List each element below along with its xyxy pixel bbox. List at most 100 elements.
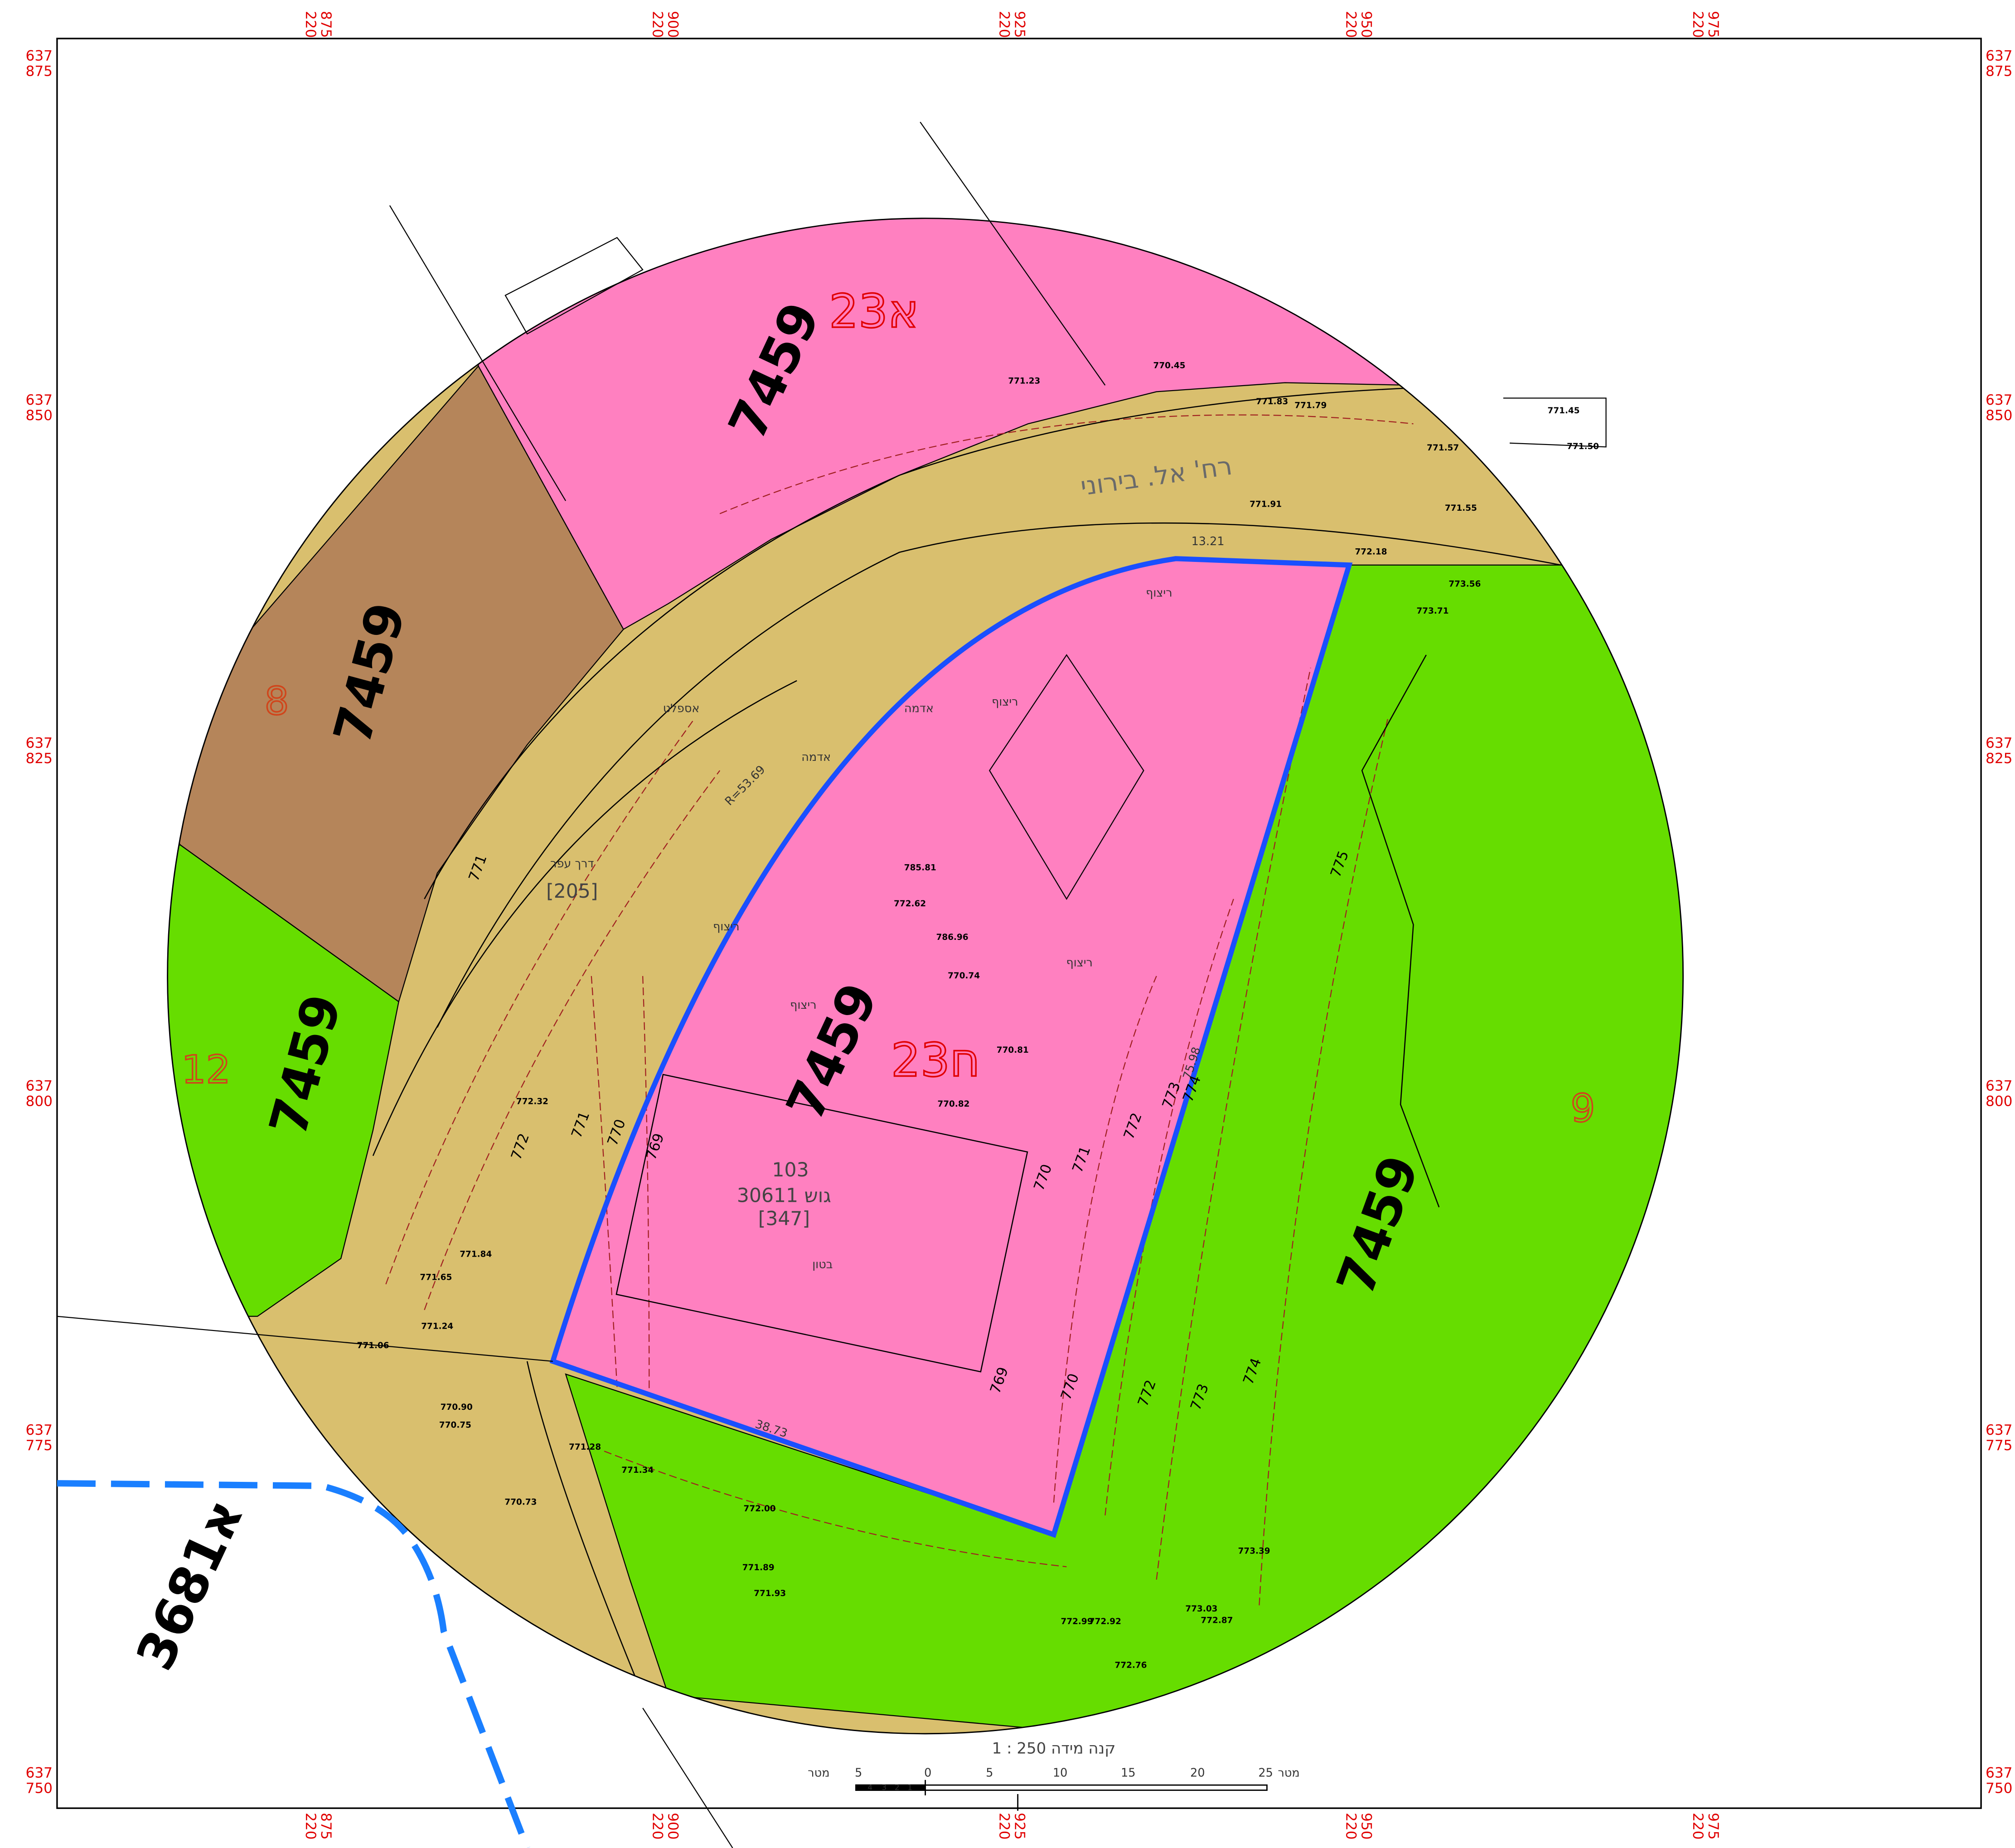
concrete-building <box>615 1074 1028 1373</box>
scale-tick: 10 <box>1053 1766 1067 1780</box>
elevation: 773.39 <box>1238 1546 1270 1556</box>
surface-label: ריצוף <box>713 920 739 934</box>
easting-value: 950 <box>1358 11 1375 38</box>
plan-boundary <box>167 218 1684 1735</box>
surface-label: ריצוף <box>790 998 816 1012</box>
elevation: 771.89 <box>742 1563 775 1572</box>
dimension: 13.21 <box>1192 535 1225 548</box>
elevation: 786.96 <box>936 933 969 942</box>
easting-prefix: 220 <box>996 1813 1012 1839</box>
surface-label: בטון <box>812 1258 833 1271</box>
easting-prefix: 220 <box>649 1813 665 1839</box>
easting-value: 975 <box>1705 11 1721 38</box>
elevation: 770.73 <box>504 1498 537 1507</box>
plan-3681-boundary <box>57 1480 530 1848</box>
surface-label: אדמה <box>904 701 934 715</box>
northing-prefix: 637 <box>1986 1422 2012 1438</box>
easting-value: 900 <box>664 11 681 38</box>
northing-value: 750 <box>1986 1780 2012 1797</box>
easting-prefix: 220 <box>1690 11 1706 38</box>
scale-tick: 0 <box>924 1766 931 1780</box>
scale-title: קנה מידה 250 : 1 <box>992 1739 1116 1757</box>
northing-prefix: 637 <box>25 1078 52 1094</box>
easting-prefix: 220 <box>1343 11 1359 38</box>
northing-value: 800 <box>25 1093 52 1109</box>
easting-prefix: 220 <box>302 1813 319 1839</box>
easting-prefix: 220 <box>1690 1813 1706 1839</box>
northing-value: 800 <box>1986 1093 2012 1109</box>
elevation: 771.06 <box>357 1341 389 1350</box>
elevation: 771.50 <box>1567 442 1599 451</box>
scale-subtick: 2 <box>895 1783 900 1792</box>
northing-value: 850 <box>1986 407 2012 424</box>
easting-value: 900 <box>664 1813 681 1839</box>
lot-103 <box>552 558 1349 1535</box>
lot-code: [347] <box>758 1208 810 1230</box>
elevation: 771.83 <box>1256 397 1288 406</box>
scale-subtick: 1 <box>907 1783 912 1792</box>
scale-tick: 5 <box>986 1766 993 1780</box>
elevation: 771.24 <box>421 1321 453 1331</box>
scale-tick: 20 <box>1190 1766 1205 1780</box>
elevation: 771.79 <box>1294 401 1327 411</box>
surface-label: אדמה <box>801 750 831 764</box>
lot-boundary <box>549 556 1353 1538</box>
elevation: 772.18 <box>1355 547 1387 557</box>
northing-prefix: 637 <box>1986 1765 2012 1781</box>
parcel-number: 9 <box>1571 1086 1595 1131</box>
lot-block: גוש 30611 <box>737 1185 831 1207</box>
northing-prefix: 637 <box>1986 48 2012 64</box>
easting-value: 950 <box>1358 1813 1375 1839</box>
scale-tick: 15 <box>1121 1766 1135 1780</box>
easting-prefix: 220 <box>649 11 665 38</box>
elevation: 771.65 <box>420 1273 452 1282</box>
structure <box>988 654 1144 900</box>
outer-lines <box>57 121 1607 1848</box>
elevation: 770.75 <box>439 1421 471 1430</box>
easting-value: 925 <box>1012 1813 1028 1839</box>
easting-value: 975 <box>1705 1813 1721 1839</box>
scale-subtick: 4 <box>867 1783 872 1792</box>
elevation: 770.74 <box>948 971 980 981</box>
elevation: 771.91 <box>1250 500 1282 509</box>
plan-number: ח23 <box>891 1033 980 1087</box>
elevation: 772.76 <box>1115 1661 1147 1670</box>
elevation: 771.23 <box>1008 377 1040 386</box>
scale-subtick: 3 <box>882 1783 887 1792</box>
elevation: 785.81 <box>904 863 936 873</box>
scale-tick: 5 <box>855 1766 862 1780</box>
northing-prefix: 637 <box>25 735 52 751</box>
northing-prefix: 637 <box>25 392 52 408</box>
elevation: 770.82 <box>937 1099 969 1109</box>
easting-prefix: 220 <box>1343 1813 1359 1839</box>
surface-label: דרך עפר <box>550 857 594 871</box>
parcel-number: 8 <box>264 679 289 724</box>
elevation: 771.84 <box>460 1250 492 1259</box>
plan-number: א23 <box>829 285 919 339</box>
elevation: 771.57 <box>1427 443 1459 453</box>
easting-value: 875 <box>318 1813 334 1839</box>
scale-tick: 25 <box>1258 1766 1273 1780</box>
parcel-number: 12 <box>182 1048 231 1093</box>
surface-label: אספלט <box>663 701 700 715</box>
elevation: 772.92 <box>1089 1617 1121 1626</box>
easting-prefix: 220 <box>302 11 319 38</box>
elevation: 772.87 <box>1201 1616 1233 1625</box>
elevation: 772.32 <box>516 1097 548 1106</box>
road-code: [205] <box>546 880 598 903</box>
surface-label: ריצוף <box>992 695 1018 709</box>
elevation: 770.81 <box>997 1045 1029 1055</box>
northing-value: 825 <box>25 750 52 767</box>
elevation: 770.45 <box>1153 361 1186 371</box>
scale-unit: מטר <box>808 1766 829 1780</box>
northing-value: 875 <box>1986 63 2012 80</box>
surface-label: ריצוף <box>1146 586 1172 600</box>
northing-prefix: 637 <box>1986 735 2012 751</box>
elevation: 771.55 <box>1445 503 1477 513</box>
elevation: 771.28 <box>569 1442 601 1452</box>
elevation: 772.99 <box>1061 1617 1093 1626</box>
northing-prefix: 637 <box>25 1765 52 1781</box>
northing-prefix: 637 <box>1986 1078 2012 1094</box>
easting-prefix: 220 <box>996 11 1012 38</box>
surface-label: ריצוף <box>1066 956 1092 969</box>
